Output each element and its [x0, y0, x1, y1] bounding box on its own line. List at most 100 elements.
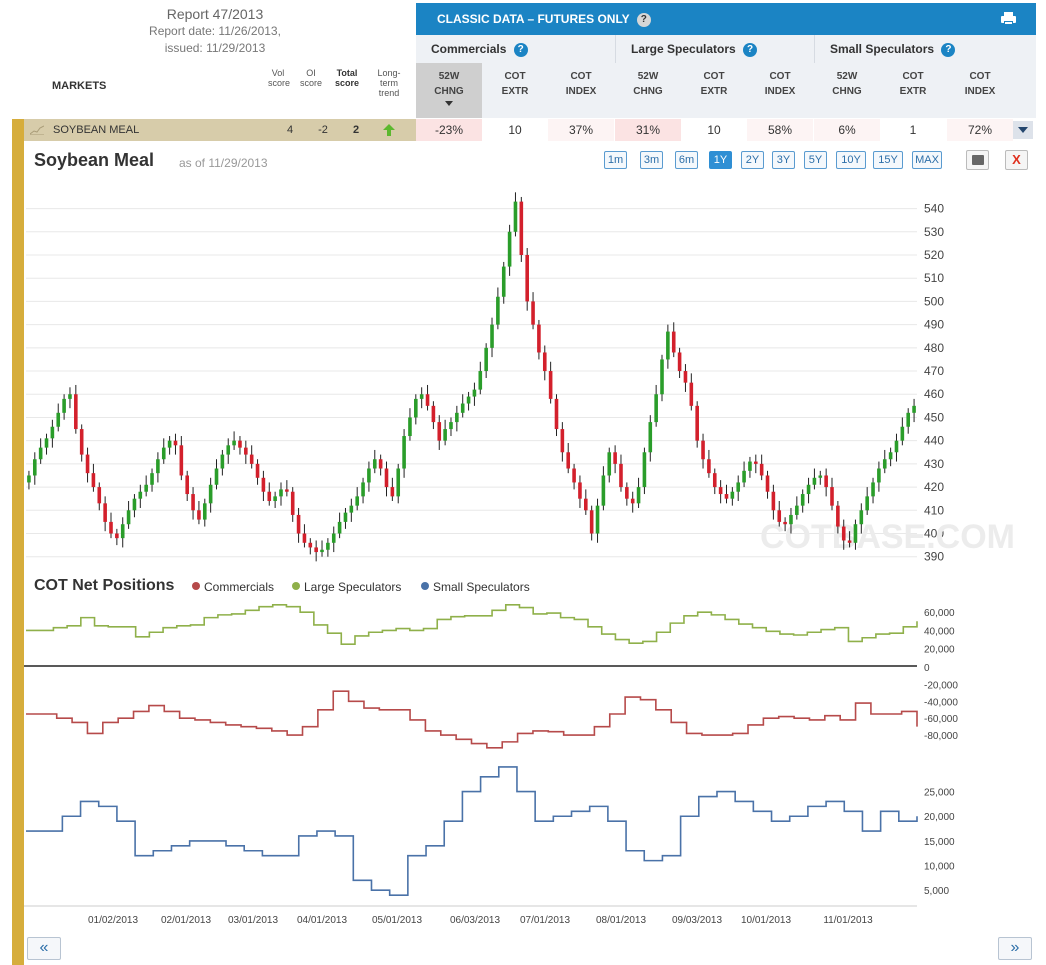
candle-body [296, 514, 301, 534]
print-chart-button[interactable] [966, 150, 989, 170]
metric-header-line1: COT [570, 71, 592, 82]
metric-header-0[interactable]: 52W CHNG [416, 63, 482, 118]
candle-body [349, 505, 354, 513]
cot-tick-label: 15,000 [924, 837, 955, 848]
range-button-5y[interactable]: 5Y [804, 151, 827, 169]
large-help-icon[interactable]: ? [743, 42, 758, 57]
range-button-2y[interactable]: 2Y [741, 151, 764, 169]
candle-body [425, 394, 430, 406]
candle-body [167, 440, 172, 448]
candle-body [507, 231, 512, 267]
cot-tick-label: 25,000 [924, 788, 955, 799]
candle-body [103, 503, 107, 522]
metric-header-7[interactable]: COT EXTR [880, 69, 946, 99]
classic-help-icon[interactable]: ? [636, 12, 651, 27]
range-button-3m[interactable]: 3m [640, 151, 663, 169]
metric-header-2[interactable]: COT INDEX [548, 69, 614, 99]
next-period-button[interactable]: » [998, 937, 1032, 960]
candle-body [238, 440, 242, 448]
metric-header-3[interactable]: 52W CHNG [615, 69, 681, 99]
metric-header-1[interactable]: COT EXTR [482, 69, 548, 99]
candle-body [877, 468, 881, 483]
market-name[interactable]: SOYBEAN MEAL [53, 124, 140, 136]
candle-body [783, 521, 787, 525]
candle-body [695, 405, 699, 441]
candle-body [642, 452, 647, 488]
candle-body [748, 461, 752, 471]
range-button-max[interactable]: MAX [912, 151, 942, 169]
expand-dropdown-button[interactable] [1013, 121, 1033, 139]
candle-body [267, 491, 272, 502]
range-button-1y[interactable]: 1Y [709, 151, 732, 169]
previous-period-button[interactable]: « [27, 937, 61, 960]
metric-cell-0: -23% [416, 119, 482, 141]
small-help-icon[interactable]: ? [941, 42, 956, 57]
legend-swatch [421, 582, 429, 590]
candle-body [396, 468, 401, 497]
range-button-3y[interactable]: 3Y [772, 151, 795, 169]
candle-body [519, 201, 524, 255]
candle-body [730, 491, 735, 499]
candle-body [765, 475, 770, 492]
vol-score-header[interactable]: Vol score [268, 68, 291, 88]
candle-body [841, 526, 846, 541]
candle-body [466, 396, 471, 404]
markets-column-header[interactable]: MARKETS [52, 80, 107, 92]
legend-label: Small Speculators [433, 580, 530, 594]
metric-header-line1: COT [703, 71, 725, 82]
candle-body [800, 494, 805, 506]
cot-tick-label: -40,000 [924, 697, 958, 708]
group-small-speculators: Small Speculators ? [830, 42, 956, 57]
market-metric-cells: -23% 10 37% 31% 10 58% 6% 1 72% [416, 119, 1036, 141]
metric-header-line2: EXTR [501, 86, 529, 97]
cot-tick-label: 10,000 [924, 862, 955, 873]
candle-body [677, 352, 682, 372]
candle-body [718, 487, 723, 495]
range-button-1m[interactable]: 1m [604, 151, 627, 169]
cot-tick-label: 20,000 [924, 812, 955, 823]
candle-body [302, 533, 307, 543]
candle-body [320, 549, 324, 553]
candle-body [91, 473, 96, 488]
candle-body [888, 452, 893, 460]
candle-body [449, 422, 453, 430]
candle-body [619, 463, 623, 488]
close-chart-button[interactable]: X [1005, 150, 1028, 170]
metric-header-6[interactable]: 52W CHNG [814, 69, 880, 99]
candle-body [589, 510, 594, 534]
candle-body [408, 417, 412, 437]
candle-body [308, 542, 313, 548]
price-tick-label: 540 [924, 202, 944, 216]
metric-header-line2: EXTR [899, 86, 927, 97]
candle-body [156, 459, 160, 474]
candle-body [455, 412, 459, 423]
chart-as-of: as of 11/29/2013 [179, 156, 268, 170]
candle-body [74, 394, 78, 430]
candle-body [326, 542, 330, 550]
cot-series-line [26, 766, 918, 896]
cot-tick-label: -60,000 [924, 714, 958, 725]
cot-series-line [26, 690, 918, 749]
candle-body [578, 482, 582, 499]
range-button-6m[interactable]: 6m [675, 151, 698, 169]
metric-header-line1: 52W [637, 71, 659, 82]
candle-body [56, 412, 61, 427]
candle-body [630, 498, 635, 504]
range-button-10y[interactable]: 10Y [836, 151, 866, 169]
total-score-header[interactable]: Total score [334, 68, 360, 88]
metric-header-8[interactable]: COT INDEX [947, 69, 1013, 99]
metric-cell-1: 10 [482, 119, 548, 141]
candle-body [683, 371, 688, 383]
printer-icon[interactable] [1001, 12, 1016, 25]
commercials-help-icon[interactable]: ? [513, 42, 528, 57]
market-row[interactable]: SOYBEAN MEAL 4 -2 2 [24, 119, 416, 141]
candle-body [777, 510, 782, 522]
candle-body [197, 510, 201, 520]
long-term-trend-header[interactable]: Long-term trend [377, 68, 401, 98]
oi-score-header[interactable]: OI score [299, 68, 322, 88]
range-button-15y[interactable]: 15Y [873, 151, 903, 169]
metric-header-4[interactable]: COT EXTR [681, 69, 747, 99]
metric-cell-2: 37% [548, 119, 614, 141]
metric-header-5[interactable]: COT INDEX [747, 69, 813, 99]
candle-body [367, 468, 371, 483]
